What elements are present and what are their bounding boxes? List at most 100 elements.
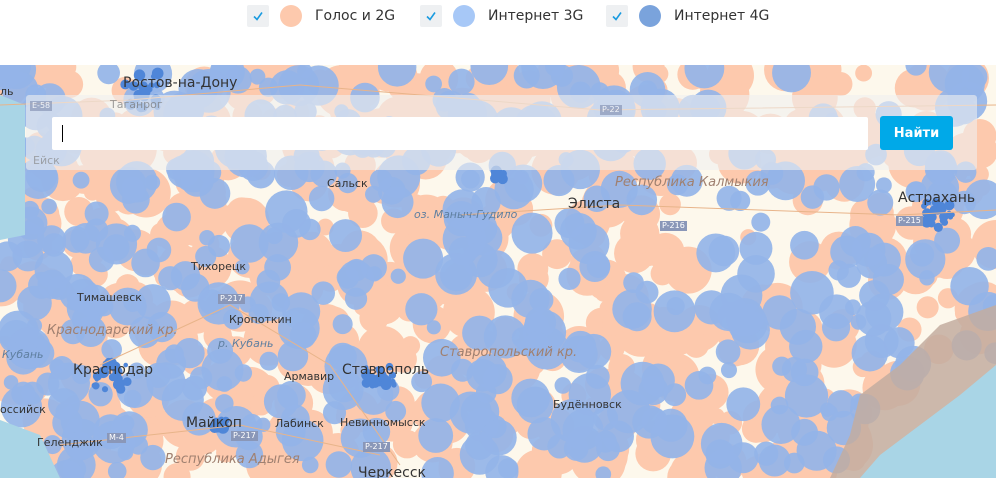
3g-checkbox[interactable] xyxy=(420,5,442,27)
3g-coverage-area xyxy=(704,449,742,478)
3g-coverage-area xyxy=(282,209,311,238)
3g-coverage-area xyxy=(440,258,473,292)
road-sign-p217: P-217 xyxy=(231,431,258,441)
city-label-krasnodar: Краснодар xyxy=(73,362,153,378)
3g-coverage-area xyxy=(311,281,336,305)
4g-coverage-area xyxy=(140,87,151,98)
3g-coverage-area xyxy=(263,384,299,419)
voice-checkbox[interactable] xyxy=(247,5,269,27)
4g-coverage-area xyxy=(391,381,397,387)
voice-coverage-area xyxy=(659,193,681,216)
3g-coverage-area xyxy=(543,165,575,197)
3g-coverage-area xyxy=(405,293,438,326)
3g-coverage-area xyxy=(960,65,988,91)
road-line xyxy=(459,204,996,216)
4g-checkbox[interactable] xyxy=(606,5,628,27)
3g-coverage-area xyxy=(112,417,133,437)
sea-black xyxy=(0,420,60,478)
3g-coverage-area xyxy=(325,451,353,478)
3g-coverage-area xyxy=(140,444,166,471)
4g-coverage-area xyxy=(933,222,943,232)
4g-coverage-area xyxy=(927,219,936,228)
3g-coverage-area xyxy=(123,292,143,312)
3g-coverage-area xyxy=(475,382,497,404)
3g-coverage-area xyxy=(585,364,610,389)
3g-coverage-area xyxy=(443,201,480,237)
3g-coverage-area xyxy=(596,437,620,462)
3g-coverage-area xyxy=(583,185,611,213)
legend-voice-2g[interactable]: Голос и 2G xyxy=(247,4,395,28)
search-button[interactable]: Найти xyxy=(880,116,953,150)
3g-coverage-area xyxy=(215,394,234,413)
road-sign-e58: E-58 xyxy=(30,101,53,111)
city-label-salsk: Сальск xyxy=(327,177,368,190)
3g-coverage-area xyxy=(403,238,444,279)
3g-coverage-area xyxy=(101,339,122,360)
3g-coverage-area xyxy=(322,369,364,411)
4g-coverage-area xyxy=(122,377,132,386)
city-label-maykop: Майкоп xyxy=(186,415,242,431)
3g-coverage-area xyxy=(511,279,550,319)
4g-coverage-area xyxy=(929,205,938,214)
3g-coverage-area xyxy=(282,292,321,331)
3g-coverage-area xyxy=(70,223,101,254)
3g-coverage-area xyxy=(182,402,216,436)
city-label-tikhoretsk: Тихорецк xyxy=(191,260,246,273)
3g-coverage-area xyxy=(230,224,269,263)
3g-coverage-area xyxy=(622,302,652,332)
3g-coverage-area xyxy=(554,208,585,239)
voice-coverage-area xyxy=(226,197,258,229)
legend-internet-3g[interactable]: Интернет 3G xyxy=(420,4,583,28)
3g-coverage-area xyxy=(345,258,368,282)
3g-coverage-area xyxy=(418,418,454,453)
road-sign-p216: P-216 xyxy=(660,221,687,231)
voice-coverage-area xyxy=(855,65,873,82)
3g-coverage-area xyxy=(411,371,433,393)
3g-coverage-area xyxy=(41,198,57,215)
road-sign-m4: M-4 xyxy=(107,433,126,443)
3g-coverage-area xyxy=(766,161,806,201)
4g-coverage-area xyxy=(937,201,945,210)
3g-coverage-area xyxy=(0,241,23,272)
city-label-novorossiysk: оссийск xyxy=(0,403,46,416)
3g-coverage-area xyxy=(259,351,279,371)
legend-internet-4g[interactable]: Интернет 4G xyxy=(606,4,769,28)
city-label-nevinnomyssk: Невинномысск xyxy=(340,416,426,429)
3g-coverage-area xyxy=(451,358,475,382)
4g-coverage-area xyxy=(120,79,131,90)
voice-coverage-area xyxy=(662,351,681,369)
3g-coverage-area xyxy=(772,65,811,93)
4g-coverage-area xyxy=(94,377,99,382)
4g-coverage-area xyxy=(97,366,110,379)
3g-coverage-area xyxy=(511,378,550,418)
3g-coverage-area xyxy=(720,362,737,379)
voice-coverage-area xyxy=(632,323,665,356)
3g-coverage-area xyxy=(55,402,74,421)
3g-coverage-area xyxy=(381,186,414,219)
4g-coverage-area xyxy=(946,210,952,216)
3g-coverage-area xyxy=(745,170,771,196)
voice-coverage-area xyxy=(916,296,939,319)
3g-coverage-area xyxy=(586,254,611,278)
text-caret xyxy=(62,125,63,142)
voice-coverage-area xyxy=(515,449,562,478)
road-line xyxy=(99,304,401,466)
3g-coverage-area xyxy=(265,227,283,245)
3g-coverage-area xyxy=(784,374,829,418)
3g-color-swatch xyxy=(453,5,475,27)
4g-coverage-area xyxy=(375,366,381,372)
3g-coverage-area xyxy=(249,68,266,85)
3g-coverage-area xyxy=(107,461,127,478)
3g-coverage-area xyxy=(641,363,675,397)
3g-coverage-area xyxy=(281,419,324,462)
3g-coverage-area xyxy=(297,65,313,79)
3g-coverage-area xyxy=(256,417,271,433)
3g-coverage-area xyxy=(696,233,736,273)
3g-coverage-area xyxy=(97,65,120,85)
voice-coverage-area xyxy=(286,277,306,297)
check-icon xyxy=(253,12,263,21)
search-input[interactable] xyxy=(52,117,868,150)
3g-coverage-area xyxy=(470,65,509,86)
3g-coverage-area xyxy=(235,259,250,275)
region-label-kalmykia: Республика Калмыкия xyxy=(615,175,769,190)
